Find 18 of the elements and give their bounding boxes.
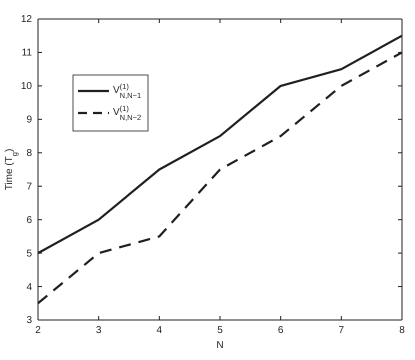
x-tick-label: 3 [96,325,102,336]
x-axis-title: N [216,340,224,351]
x-tick-label: 5 [217,325,224,336]
x-tick-label: 8 [399,325,406,336]
y-tick-label: 4 [26,282,32,293]
x-tick-label: 7 [338,325,345,336]
y-tick-label: 6 [26,214,32,226]
y-tick-label: 7 [26,181,32,192]
y-tick-label: 3 [26,315,32,326]
y-tick-label: 8 [26,148,32,159]
y-tick-label: 10 [20,81,32,92]
x-tick-label: 4 [156,325,163,336]
y-tick-label: 11 [22,48,32,59]
y-tick-label: 9 [26,114,32,126]
y-tick-label: 5 [26,248,32,260]
x-tick-label: 2 [35,325,42,336]
y-tick-label: 12 [20,14,32,26]
x-tick-label: 6 [278,325,284,336]
